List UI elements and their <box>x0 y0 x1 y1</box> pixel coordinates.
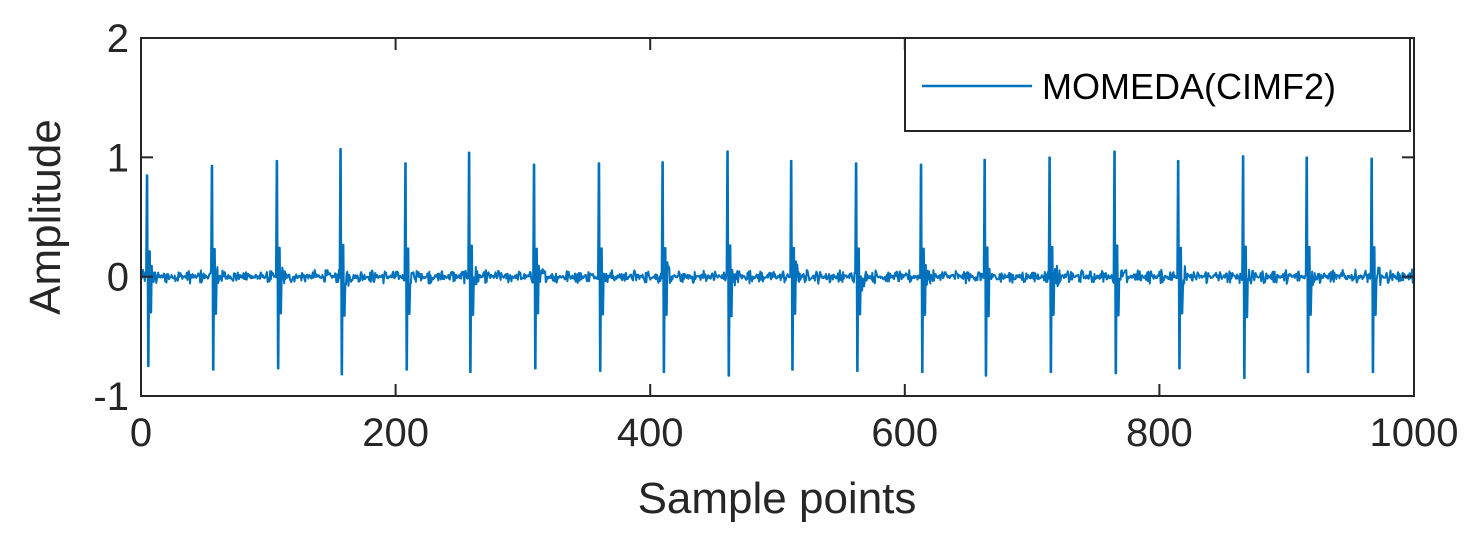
plot-frame <box>140 37 1415 397</box>
y-tick-label: 2 <box>107 17 129 61</box>
y-tick-label: -1 <box>93 375 129 419</box>
legend-label: MOMEDA(CIMF2) <box>1042 66 1336 107</box>
legend: MOMEDA(CIMF2) <box>904 37 1411 132</box>
y-tick-label: 1 <box>107 136 129 180</box>
x-axis-label: Sample points <box>638 474 917 523</box>
x-tick-label: 600 <box>871 411 938 455</box>
x-tick-label: 400 <box>617 411 684 455</box>
x-tick-label: 200 <box>362 411 429 455</box>
y-tick-label: 0 <box>107 256 129 300</box>
x-tick-label: 1000 <box>1370 411 1459 455</box>
signal-layer <box>140 147 1415 380</box>
series-line-momeda-cimf2 <box>140 147 1415 380</box>
x-tick-label: 0 <box>130 411 152 455</box>
x-tick-label: 800 <box>1126 411 1193 455</box>
legend-box <box>904 37 1411 132</box>
y-axis-label: Amplitude <box>21 119 70 315</box>
